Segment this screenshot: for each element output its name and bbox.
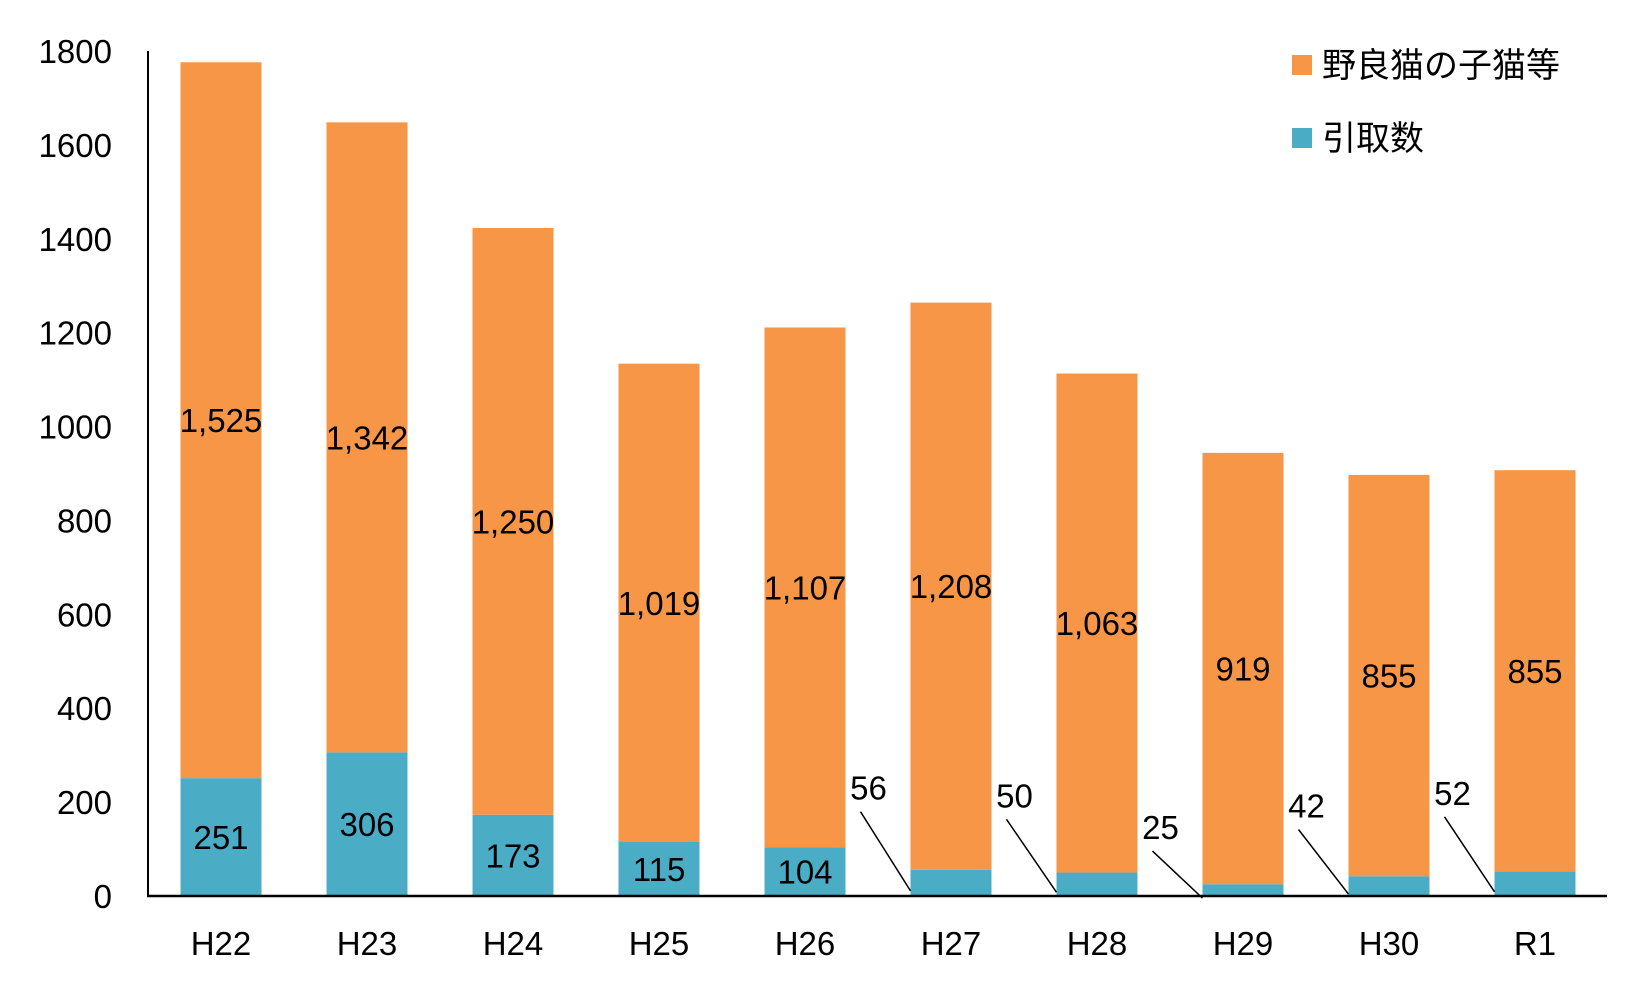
y-tick-label: 1000 bbox=[39, 409, 112, 446]
bar-orange-H29 bbox=[1202, 452, 1284, 885]
x-tick-label: H30 bbox=[1359, 925, 1420, 962]
y-tick-label: 1800 bbox=[39, 33, 112, 70]
x-tick-label: H22 bbox=[191, 925, 252, 962]
x-axis-ticks: H22 H23 H24 H25 H26 H27 H28 H29 H30 R1 bbox=[191, 925, 1556, 962]
bar-orange-H27 bbox=[910, 302, 992, 870]
bar-orange-R1 bbox=[1494, 470, 1576, 872]
data-label-orange: 919 bbox=[1215, 651, 1270, 688]
y-tick-label: 0 bbox=[94, 878, 112, 915]
bar-orange-H26 bbox=[764, 327, 846, 848]
bar-teal-R1 bbox=[1494, 871, 1576, 896]
bar-orange-H28 bbox=[1056, 373, 1138, 873]
data-label-teal: 251 bbox=[193, 819, 248, 856]
data-label-teal: 306 bbox=[339, 806, 394, 843]
legend-label-1: 引取数 bbox=[1322, 120, 1424, 158]
y-tick-label: 1200 bbox=[39, 315, 112, 352]
data-label-teal: 173 bbox=[485, 837, 540, 874]
data-label-orange: 855 bbox=[1361, 658, 1416, 695]
leader-line bbox=[1005, 818, 1058, 893]
data-label-orange: 1,250 bbox=[472, 503, 555, 540]
bar-teal-H24 bbox=[472, 814, 554, 896]
data-label-teal: 25 bbox=[1142, 809, 1179, 846]
y-tick-label: 200 bbox=[57, 784, 112, 821]
bar-orange-H25 bbox=[618, 363, 700, 843]
legend-swatch-teal bbox=[1292, 128, 1312, 148]
data-label-orange: 1,342 bbox=[326, 419, 409, 456]
leader-line bbox=[1297, 829, 1350, 895]
data-label-teal: 56 bbox=[850, 770, 887, 807]
bar-orange-H22 bbox=[180, 62, 262, 779]
leader-line bbox=[859, 811, 912, 892]
data-label-orange: 1,063 bbox=[1056, 605, 1139, 642]
data-label-orange: 1,208 bbox=[910, 568, 993, 605]
data-label-orange: 1,107 bbox=[764, 569, 847, 606]
bar-teal-H27 bbox=[910, 869, 992, 896]
data-label-teal: 104 bbox=[777, 854, 832, 891]
x-tick-label: H26 bbox=[775, 925, 836, 962]
y-tick-label: 1400 bbox=[39, 221, 112, 258]
data-label-teal: 42 bbox=[1288, 787, 1325, 824]
x-tick-label: H27 bbox=[921, 925, 982, 962]
bar-orange-H24 bbox=[472, 227, 554, 815]
x-tick-label: R1 bbox=[1514, 925, 1556, 962]
data-label-orange: 1,525 bbox=[180, 402, 263, 439]
bar-orange-H23 bbox=[326, 122, 408, 753]
leader-line bbox=[1443, 816, 1496, 893]
x-tick-label: H25 bbox=[629, 925, 690, 962]
bar-teal-H26 bbox=[764, 847, 846, 896]
leader-line bbox=[1151, 850, 1204, 899]
legend-swatch-orange bbox=[1292, 55, 1312, 75]
data-label-teal: 50 bbox=[996, 777, 1033, 814]
y-axis-ticks: 0 200 400 600 800 1000 1200 1400 1600 1800 bbox=[39, 33, 112, 915]
data-label-teal: 52 bbox=[1434, 775, 1471, 812]
x-tick-label: H23 bbox=[337, 925, 398, 962]
data-label-orange: 855 bbox=[1507, 653, 1562, 690]
x-tick-label: H28 bbox=[1067, 925, 1128, 962]
bars: 1,525 251 1,342 306 1,250 173 1,019 115 1,107 104… bbox=[180, 62, 1576, 899]
legend-label-0: 野良猫の子猫等 bbox=[1322, 47, 1560, 85]
y-tick-label: 600 bbox=[57, 596, 112, 633]
bar-teal-H29 bbox=[1202, 884, 1284, 896]
bar-teal-H28 bbox=[1056, 872, 1138, 896]
bar-teal-H30 bbox=[1348, 876, 1430, 896]
y-tick-label: 1600 bbox=[39, 127, 112, 164]
bar-teal-H23 bbox=[326, 752, 408, 896]
bar-teal-H22 bbox=[180, 778, 262, 896]
data-label-teal: 115 bbox=[633, 851, 686, 888]
y-tick-label: 400 bbox=[57, 690, 112, 727]
bar-orange-H30 bbox=[1348, 474, 1430, 877]
y-tick-label: 800 bbox=[57, 502, 112, 539]
bar-teal-H25 bbox=[618, 842, 700, 896]
x-tick-label: H24 bbox=[483, 925, 544, 962]
legend: 野良猫の子猫等 引取数 bbox=[1292, 47, 1560, 158]
x-tick-label: H29 bbox=[1213, 925, 1274, 962]
data-label-orange: 1,019 bbox=[618, 585, 701, 622]
